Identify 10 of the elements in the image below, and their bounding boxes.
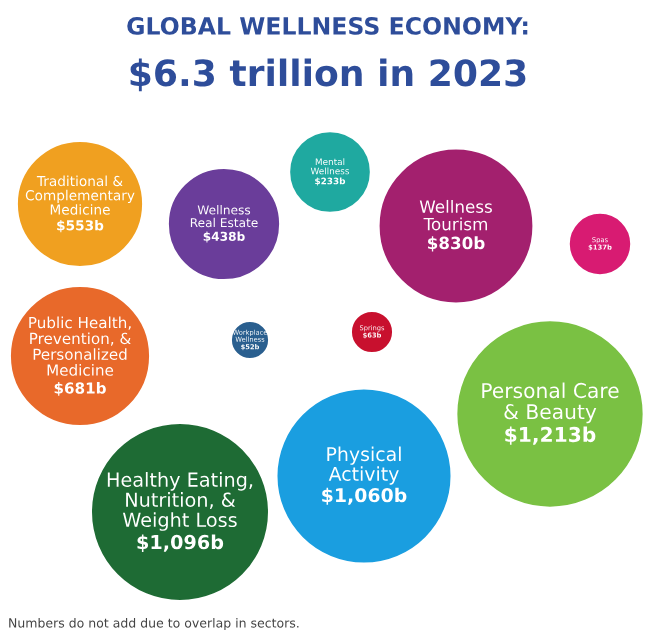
- category-label: Healthy Eating, Nutrition, & Weight Loss: [107, 472, 253, 531]
- data-label: $1,213b: [505, 426, 596, 445]
- data-label: $1,096b: [137, 534, 224, 552]
- category-label: Wellness Tourism: [419, 199, 492, 231]
- text: GLOBAL WELLNESS ECONOMY:: [127, 16, 528, 35]
- data-label: $1,060b: [322, 487, 407, 505]
- text: $6.3 trillion in 2023: [130, 58, 526, 92]
- category-label: Physical Activity: [327, 446, 401, 485]
- category-label: Personal Care & Beauty: [482, 382, 619, 424]
- data-label: $830b: [428, 236, 485, 252]
